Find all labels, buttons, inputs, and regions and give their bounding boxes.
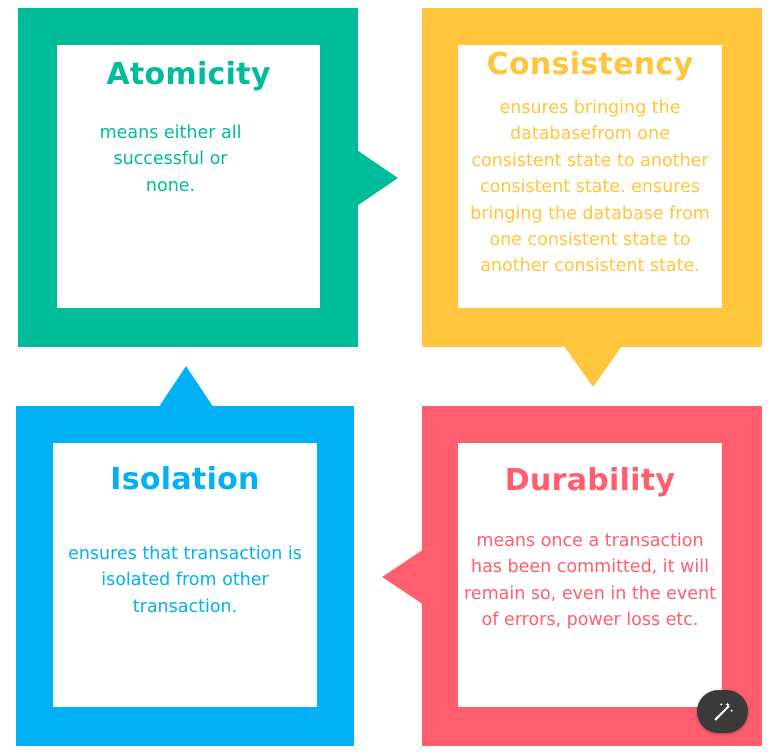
- isolation-title: Isolation: [110, 462, 260, 497]
- isolation-box: Isolation ensures that transaction is is…: [16, 406, 354, 746]
- edit-image-button[interactable]: [697, 690, 748, 733]
- atomicity-panel: Atomicity means either all successful or…: [57, 45, 320, 308]
- arrow-durability-to-isolation: [382, 549, 424, 605]
- durability-description: means once a transaction has been commit…: [464, 531, 716, 631]
- arrow-atomicity-to-consistency: [357, 150, 398, 206]
- arrow-isolation-to-atomicity: [158, 366, 214, 408]
- atomicity-box: Atomicity means either all successful or…: [18, 8, 358, 347]
- durability-panel: Durability means once a transaction has …: [458, 443, 722, 707]
- consistency-description: ensures bringing the databasefrom one co…: [470, 98, 710, 277]
- durability-title: Durability: [504, 463, 676, 498]
- isolation-panel: Isolation ensures that transaction is is…: [53, 443, 317, 707]
- durability-box: Durability means once a transaction has …: [422, 406, 762, 746]
- consistency-panel: Consistency ensures bringing the databas…: [458, 45, 722, 308]
- atomicity-title: Atomicity: [106, 57, 271, 92]
- arrow-consistency-to-durability: [564, 346, 622, 387]
- consistency-title: Consistency: [486, 47, 694, 82]
- isolation-description: ensures that transaction is isolated fro…: [68, 544, 302, 617]
- atomicity-description: means either all successful or none.: [99, 123, 242, 196]
- magic-wand-icon: [714, 701, 733, 720]
- consistency-box: Consistency ensures bringing the databas…: [422, 8, 762, 347]
